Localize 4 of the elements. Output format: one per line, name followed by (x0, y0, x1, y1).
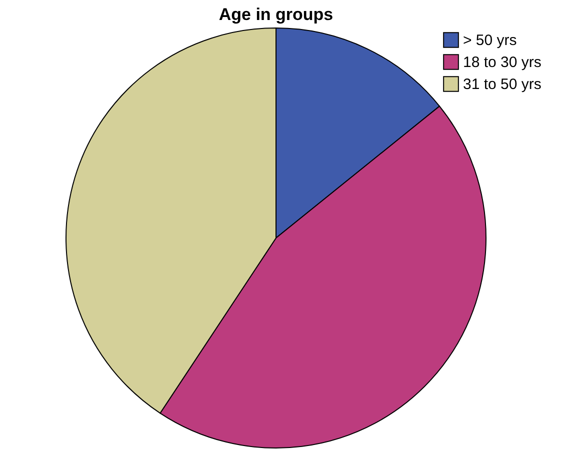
legend-label: 18 to 30 yrs (463, 54, 542, 71)
legend-label: > 50 yrs (463, 32, 517, 49)
chart-title: Age in groups (218, 5, 334, 24)
legend-label: 31 to 50 yrs (463, 76, 542, 93)
